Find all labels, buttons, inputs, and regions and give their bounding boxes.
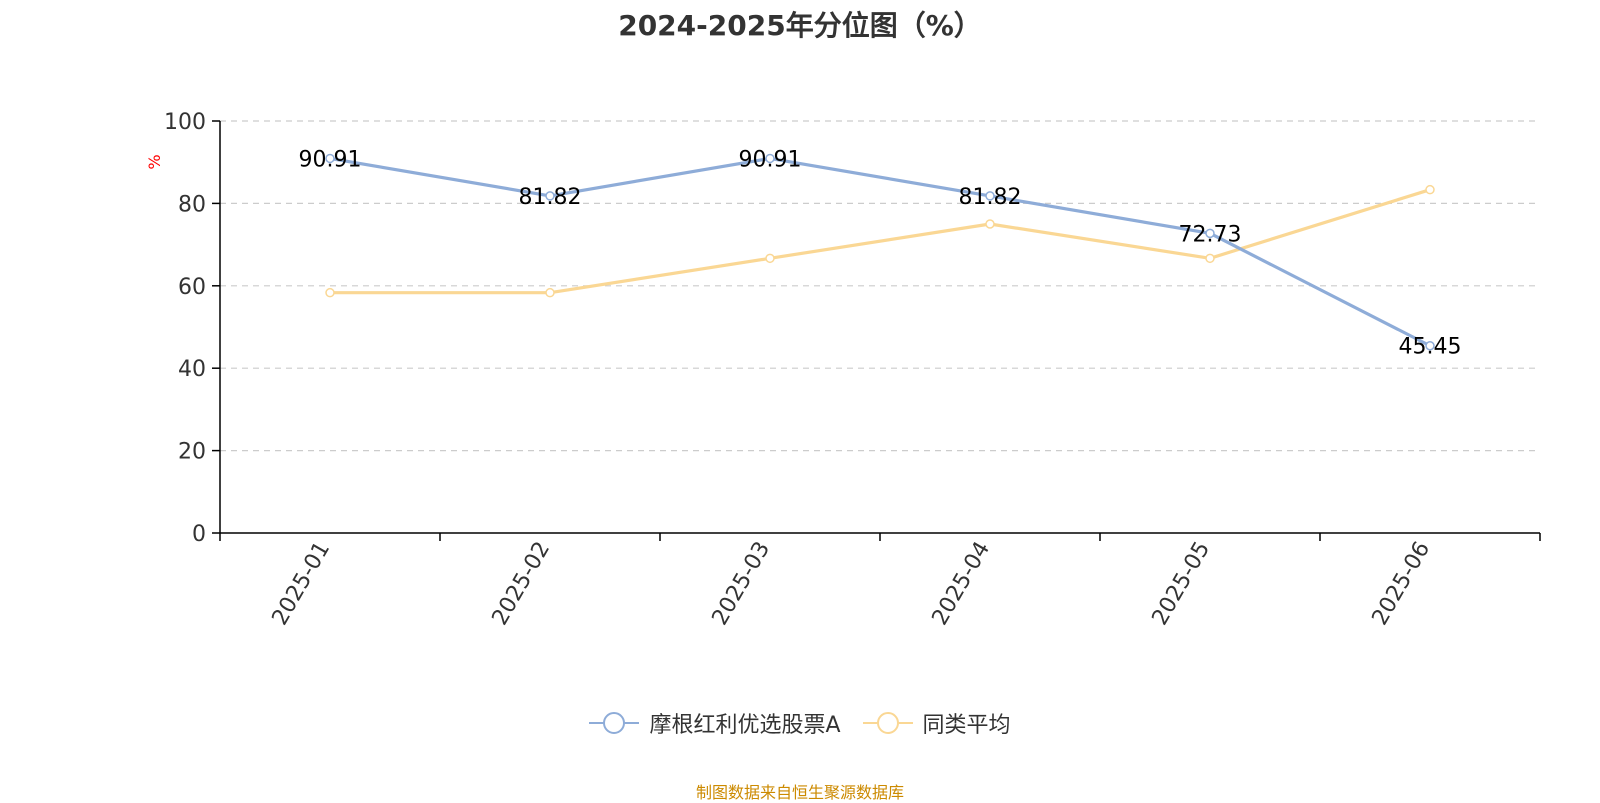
- x-tick-label: 2025-06: [1368, 538, 1436, 630]
- axes: %: [145, 121, 1540, 534]
- series-line-0: [329, 156, 1431, 348]
- series-0-point[interactable]: [1205, 228, 1215, 239]
- series-0-point[interactable]: [1425, 340, 1435, 351]
- x-tick-label: 2025-02: [488, 538, 556, 630]
- legend-line-circle-icon: [862, 712, 913, 734]
- data-label: 81.82: [519, 185, 582, 210]
- series-line-1: [330, 188, 1431, 295]
- chart-title: 2024-2025年分位图（%）: [618, 9, 982, 42]
- series-0-point[interactable]: [985, 191, 995, 201]
- y-axis-unit-label: %: [145, 154, 164, 169]
- grid-lines: [220, 120, 1540, 452]
- x-tick-label: 2025-04: [928, 538, 996, 630]
- legend-label-series-0: 摩根红利优选股票A: [649, 713, 841, 738]
- y-tick-label: 20: [178, 440, 206, 465]
- series-0-point[interactable]: [545, 191, 555, 201]
- series-1-point[interactable]: [985, 219, 995, 229]
- series-lines: [325, 153, 1435, 351]
- x-tick-label: 2025-05: [1148, 538, 1216, 630]
- data-label: 72.73: [1179, 222, 1242, 247]
- legend-label-series-1: 同类平均: [922, 713, 1011, 738]
- y-tick-label: 40: [178, 357, 206, 382]
- y-axis-ticks: 0 20 40 60 80 100: [164, 110, 220, 547]
- legend: 摩根红利优选股票A 同类平均: [0, 706, 1600, 740]
- y-tick-label: 80: [178, 192, 206, 217]
- series-1-point[interactable]: [325, 287, 335, 298]
- x-axis-ticks: 2025-01 2025-02 2025-03 2025-04 2025-05 2025-…: [219, 533, 1541, 630]
- series-0-point[interactable]: [325, 153, 335, 164]
- x-tick-label: 2025-03: [708, 538, 776, 630]
- legend-line-circle-icon: [589, 712, 640, 734]
- data-label: 81.82: [959, 185, 1022, 210]
- y-tick-label: 100: [164, 110, 206, 135]
- x-tick-label: 2025-01: [268, 538, 336, 630]
- data-label: 90.91: [299, 147, 362, 172]
- series-1-point[interactable]: [1425, 184, 1435, 195]
- data-labels: 90.91 81.82 90.91 81.82 72.73 45.45: [299, 147, 1462, 359]
- legend-item-series-0[interactable]: 摩根红利优选股票A: [589, 707, 841, 739]
- series-0-point[interactable]: [765, 153, 775, 164]
- y-tick-label: 0: [192, 522, 206, 547]
- series-1-point[interactable]: [1205, 253, 1215, 264]
- source-note: 制图数据来自恒生聚源数据库: [695, 783, 904, 802]
- data-label: 90.91: [739, 147, 802, 172]
- data-label: 45.45: [1399, 335, 1462, 360]
- series-1-point[interactable]: [765, 253, 775, 264]
- y-tick-label: 60: [178, 275, 206, 300]
- series-1-point[interactable]: [545, 287, 555, 298]
- legend-item-series-1[interactable]: 同类平均: [862, 707, 1011, 739]
